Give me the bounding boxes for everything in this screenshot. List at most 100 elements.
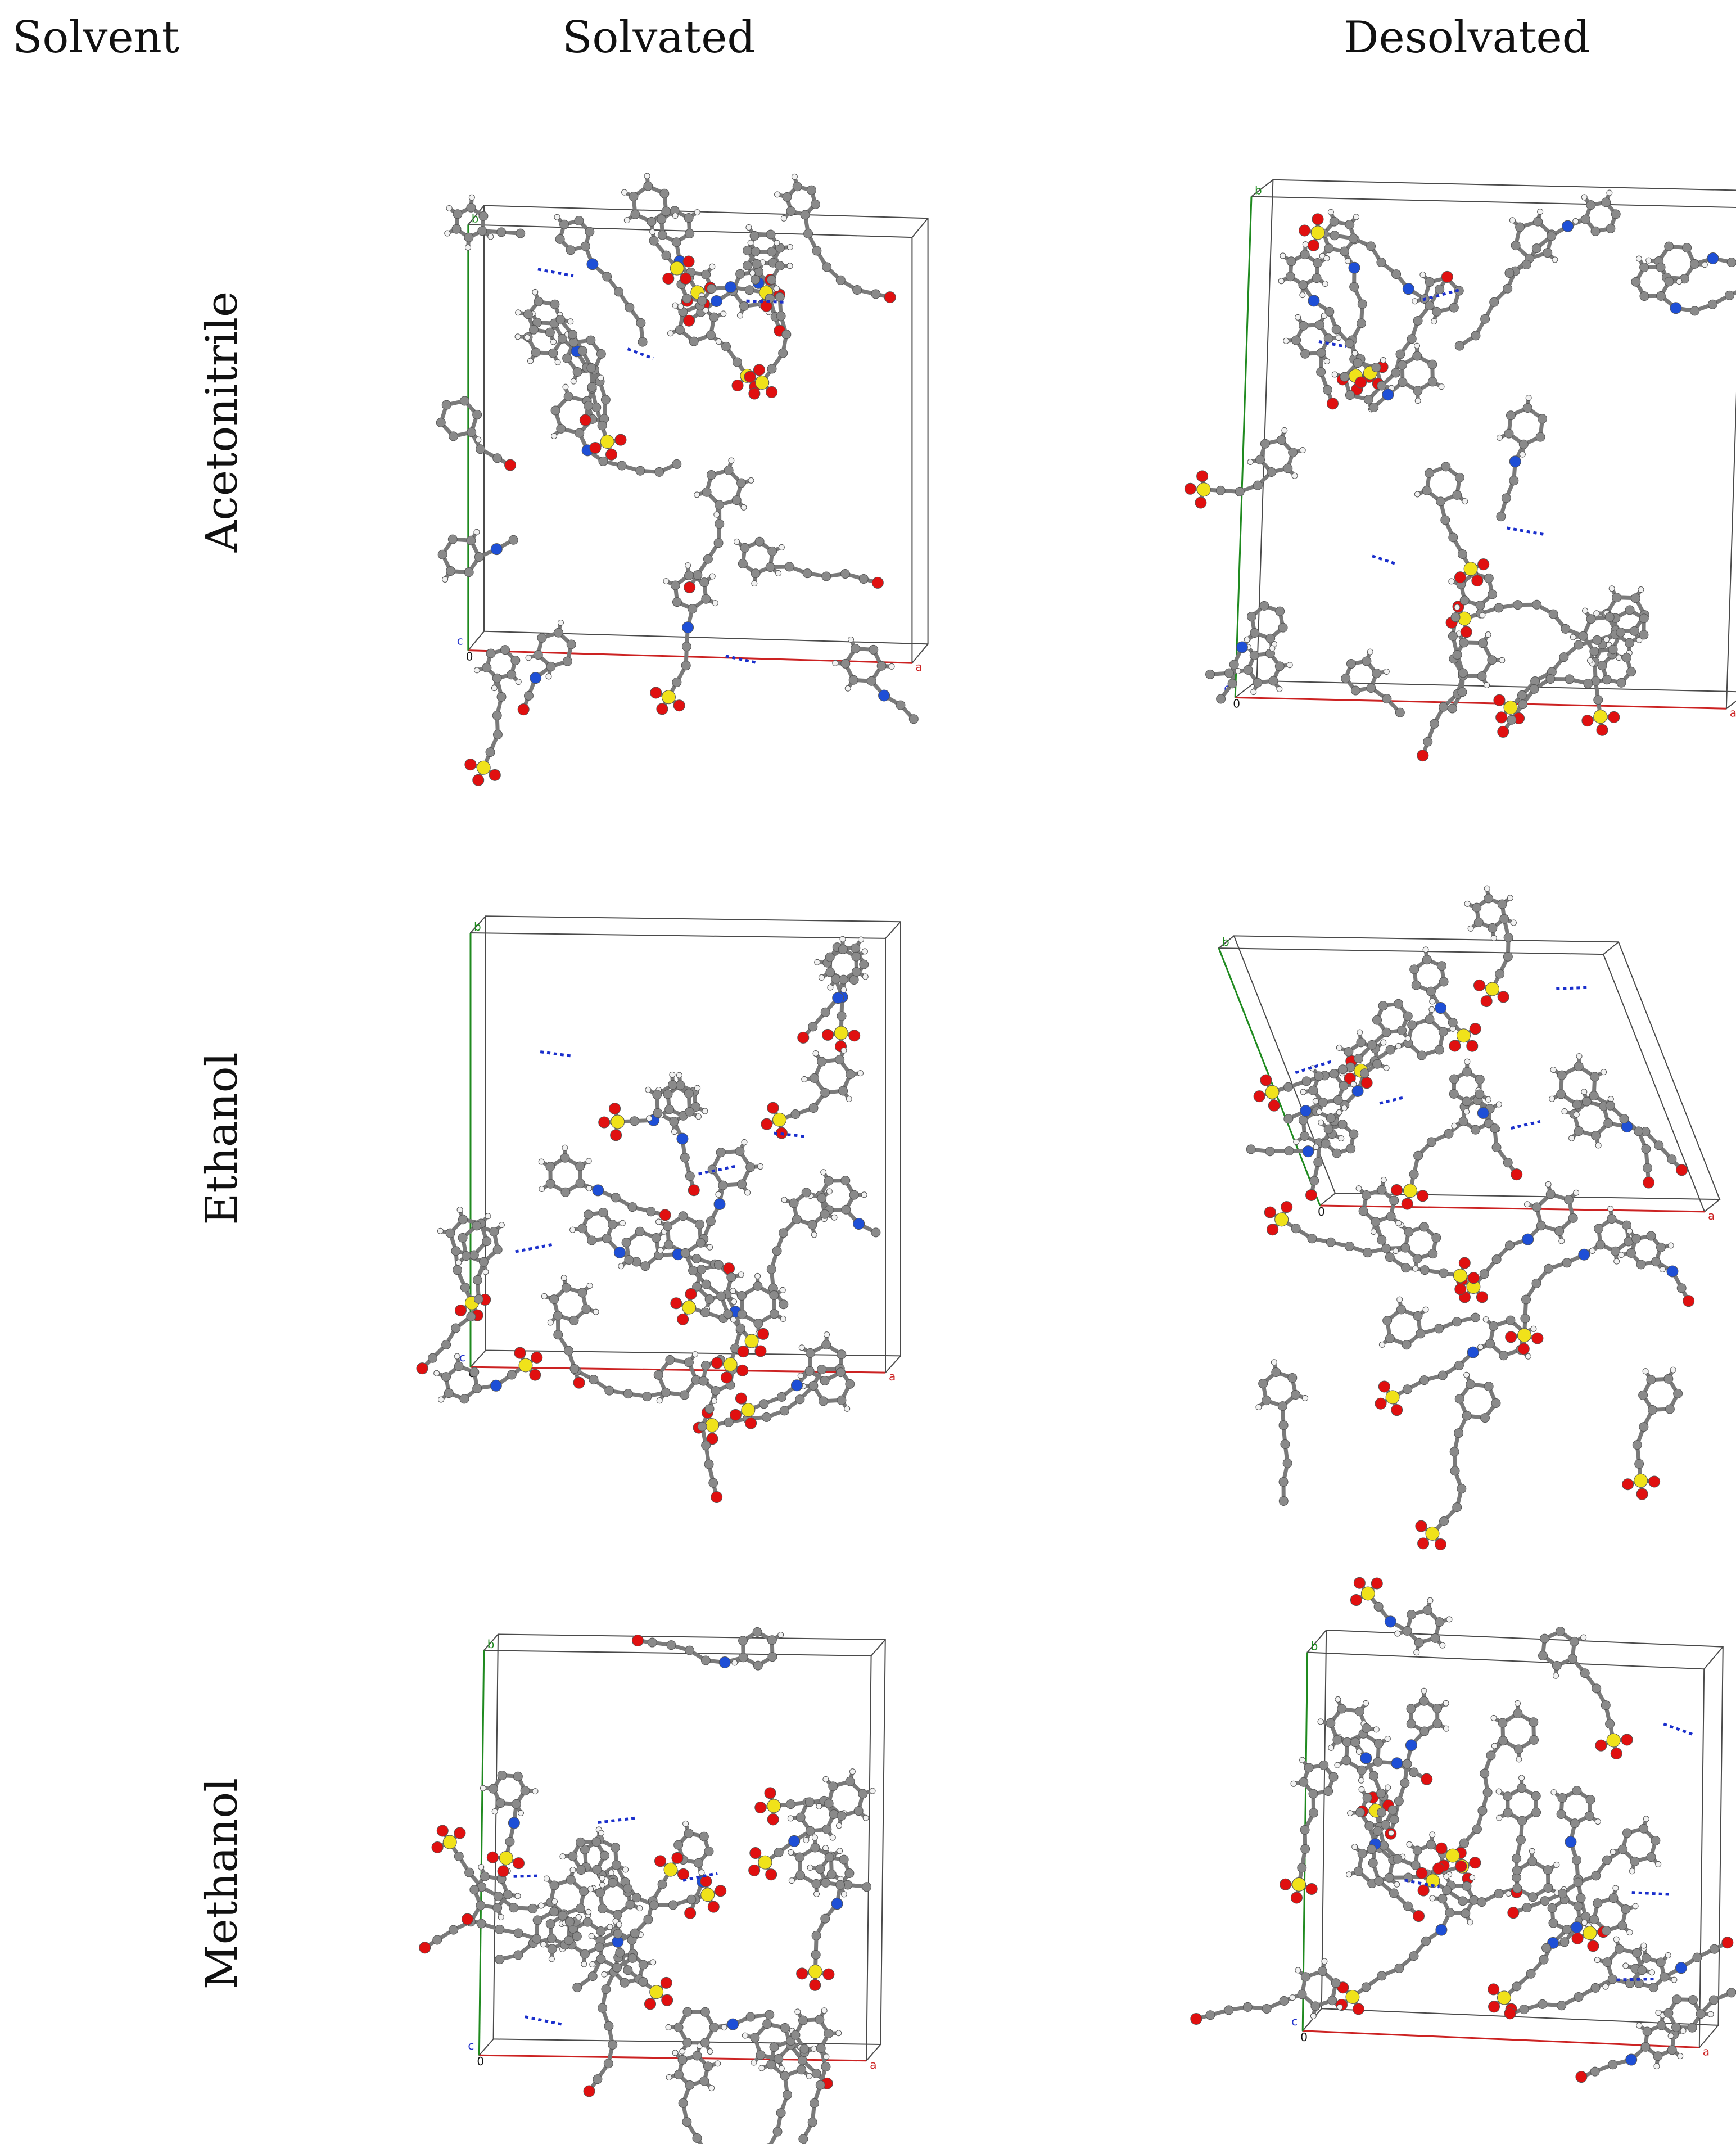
carbon-atom [1253,480,1263,490]
carbon-atom [593,2074,603,2084]
row-label-ethanol: Ethanol [197,1052,247,1225]
hydrogen-atom [1608,585,1615,592]
carbon-atom [513,1771,523,1781]
carbon-atom [496,227,507,237]
carbon-atom [1477,671,1487,681]
carbon-atom [1310,2001,1321,2011]
oxygen-atom [631,1635,644,1647]
carbon-atom [1454,286,1464,296]
carbon-atom [824,2029,834,2039]
hydrogen-atom [1395,1042,1402,1049]
carbon-atom [684,1828,694,1838]
oxygen-atom [1417,750,1429,762]
oxygen-atom [683,314,695,327]
oxygen-atom [671,1852,684,1864]
hydrogen-atom [1629,1868,1635,1875]
carbon-atom [654,467,664,477]
carbon-atom [820,1209,830,1219]
hydrogen-atom [1491,1743,1498,1749]
hydrogen-atom [1383,1064,1390,1071]
sulfur-atom [808,1964,822,1979]
carbon-atom [1314,320,1324,330]
carbon-atom [824,1852,834,1862]
carbon-atom [1235,486,1245,496]
hydrogen-atom [749,270,756,277]
carbon-atom [546,661,556,671]
nitrogen-atom [831,1898,843,1910]
oxygen-atom [1353,2003,1365,2015]
carbon-atom [1466,1379,1476,1389]
carbon-atom [735,1323,745,1333]
carbon-atom [1426,1840,1436,1850]
unit-cell-edge [478,2038,494,2056]
carbon-atom [1529,1717,1539,1727]
oxygen-atom [489,769,501,781]
carbon-atom [666,1640,676,1650]
carbon-atom [1321,1139,1331,1149]
hydrogen-atom [548,1956,555,1962]
carbon-atom [838,944,848,954]
carbon-atom [1215,485,1226,495]
carbon-atom [1402,1626,1412,1636]
sulfur-atom [723,1357,738,1372]
carbon-atom [595,1888,605,1898]
carbon-atom [703,2061,713,2071]
carbon-atom [528,1903,538,1913]
carbon-atom [749,231,760,241]
hydrogen-atom [1438,383,1445,390]
carbon-atom [1557,1793,1567,1803]
carbon-atom [751,568,761,579]
oxygen-atom [677,1868,690,1880]
oxygen-atom [731,380,744,392]
hydrogen-bond [1372,554,1396,565]
carbon-atom [1491,1254,1502,1265]
hydrogen-atom [1295,1967,1301,1974]
carbon-atom [1356,1037,1366,1048]
carbon-atom [701,1441,711,1451]
sulfur-atom [611,1114,625,1129]
carbon-atom [784,562,794,572]
carbon-atom [673,1840,684,1850]
oxygen-atom [1253,1090,1265,1103]
hydrogen-atom [734,538,740,545]
carbon-atom [1369,403,1379,413]
hydrogen-atom [1448,578,1455,585]
oxygen-atom [461,1913,473,1925]
carbon-atom [604,1385,614,1396]
hydrogen-atom [839,936,846,942]
carbon-atom [1540,1896,1550,1906]
hydrogen-atom [586,1282,593,1289]
origin-label: 0 [1318,1205,1325,1218]
oxygen-atom [1280,1878,1292,1890]
carbon-atom [1407,334,1417,344]
carbon-atom [1589,646,1599,656]
hydrogen-atom [1622,1962,1629,1969]
carbon-atom [672,459,682,469]
carbon-atom [497,1770,507,1780]
carbon-atom [1607,1214,1617,1224]
carbon-atom [802,568,812,579]
carbon-atom [563,1346,573,1356]
carbon-atom [1400,1778,1410,1788]
carbon-atom [1491,1142,1502,1152]
carbon-atom [701,594,711,604]
carbon-atom [1604,612,1615,622]
hydrogen-atom [1384,1736,1391,1743]
carbon-atom [1419,1222,1429,1232]
oxygen-atom [517,703,530,716]
carbon-atom [1667,2045,1677,2055]
carbon-atom [1384,1872,1394,1883]
oxygen-atom [680,273,692,285]
hydrogen-atom [1338,1135,1345,1141]
carbon-atom [1323,1124,1333,1134]
carbon-atom [1647,1405,1657,1415]
carbon-atom [630,1116,640,1126]
carbon-atom [451,1323,461,1333]
sulfur-atom [600,434,614,449]
hydrogen-atom [821,2007,828,2014]
oxygen-atom [1312,213,1324,225]
carbon-atom [785,1799,795,1809]
oxygen-atom [598,1116,611,1129]
hydrogen-atom [551,1898,558,1905]
carbon-atom [549,1880,559,1890]
